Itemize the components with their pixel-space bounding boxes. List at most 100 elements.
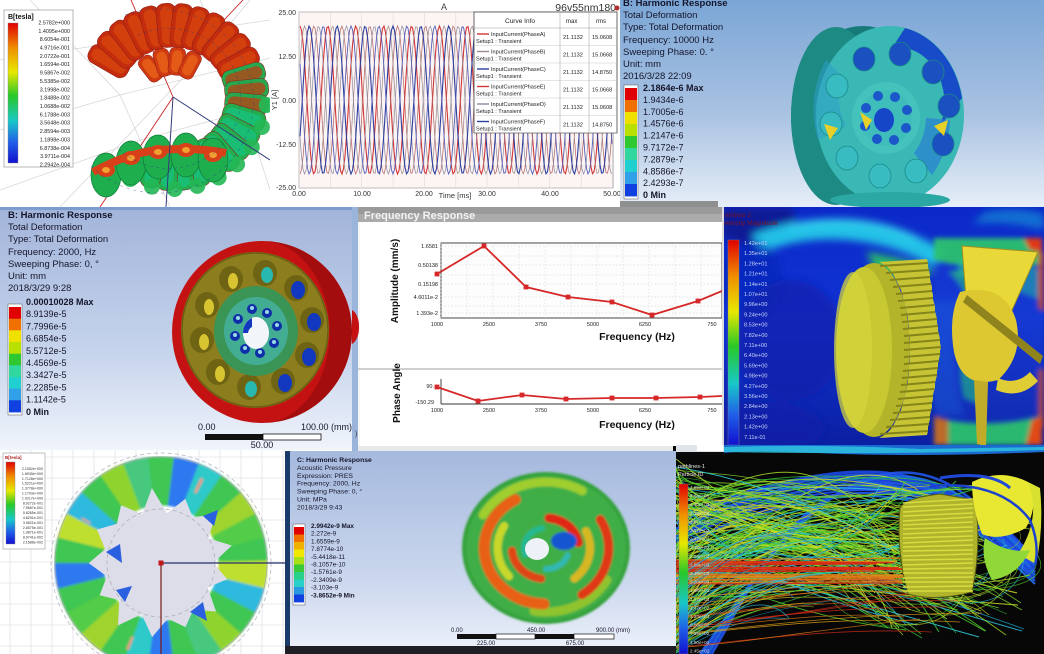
svg-text:7.11e+00: 7.11e+00 xyxy=(744,343,767,349)
svg-text:Curve Info: Curve Info xyxy=(505,18,535,25)
svg-text:2.8594e-003: 2.8594e-003 xyxy=(40,129,70,135)
svg-text:14.8750: 14.8750 xyxy=(592,70,612,76)
svg-text:Total Deformation: Total Deformation xyxy=(8,222,82,233)
svg-text:2.94e+03: 2.94e+03 xyxy=(690,554,710,559)
svg-text:5.8265e-001: 5.8265e-001 xyxy=(23,511,43,515)
svg-text:15.0608: 15.0608 xyxy=(592,105,612,111)
svg-text:1.42e+00: 1.42e+00 xyxy=(744,425,768,431)
svg-text:Unit: mm: Unit: mm xyxy=(8,271,46,282)
svg-text:1.21e+01: 1.21e+01 xyxy=(744,272,768,278)
svg-text:6250: 6250 xyxy=(639,408,651,414)
svg-text:2.1864e-6 Max: 2.1864e-6 Max xyxy=(643,83,704,93)
svg-text:4.64e+03: 4.64e+03 xyxy=(690,494,710,499)
svg-text:Frequency: 2000, Hz: Frequency: 2000, Hz xyxy=(8,247,96,258)
svg-text:1.1793e+000: 1.1793e+000 xyxy=(22,492,43,496)
svg-text:2.2285e-5: 2.2285e-5 xyxy=(26,382,67,392)
svg-text:Setup1 : Transient: Setup1 : Transient xyxy=(476,39,522,45)
svg-text:2016/3/28 22:09: 2016/3/28 22:09 xyxy=(623,71,692,82)
svg-text:-8.1057e-10: -8.1057e-10 xyxy=(311,562,346,569)
svg-text:Setup1 : Transient: Setup1 : Transient xyxy=(476,109,522,115)
svg-text:rms: rms xyxy=(596,19,606,25)
svg-text:C: Harmonic Response: C: Harmonic Response xyxy=(297,457,372,464)
svg-text:96v55nm180: 96v55nm180 xyxy=(555,2,616,14)
svg-text:Frequency: 10000 Hz: Frequency: 10000 Hz xyxy=(623,35,714,46)
svg-text:2500: 2500 xyxy=(483,322,495,328)
svg-text:15.0668: 15.0668 xyxy=(592,53,612,59)
svg-text:1.9434e-6: 1.9434e-6 xyxy=(643,95,684,105)
svg-text:3.42e+03: 3.42e+03 xyxy=(690,537,710,542)
svg-text:5000: 5000 xyxy=(587,322,599,328)
svg-text:1.7005e-6: 1.7005e-6 xyxy=(643,107,684,117)
svg-text:50.00: 50.00 xyxy=(603,191,621,198)
svg-text:6.1788e-003: 6.1788e-003 xyxy=(40,112,70,118)
svg-text:4.8586e-7: 4.8586e-7 xyxy=(643,166,684,176)
svg-text:2.20e+03: 2.20e+03 xyxy=(690,580,710,585)
svg-text:2.1586e-002: 2.1586e-002 xyxy=(23,541,43,545)
svg-text:15.0608: 15.0608 xyxy=(592,35,612,41)
svg-text:InputCurrent(PhaseF): InputCurrent(PhaseF) xyxy=(491,120,545,126)
svg-text:100.00 (mm): 100.00 (mm) xyxy=(301,422,352,432)
svg-text:B[tesla]: B[tesla] xyxy=(8,14,34,21)
svg-text:1.07e+01: 1.07e+01 xyxy=(744,292,768,298)
svg-text:Unit: mm: Unit: mm xyxy=(623,59,661,70)
svg-text:7.2879e-7: 7.2879e-7 xyxy=(643,154,684,164)
svg-text:Setup1 : Transient: Setup1 : Transient xyxy=(476,92,522,98)
svg-text:1.0217e+000: 1.0217e+000 xyxy=(22,496,43,500)
svg-text:0.15198: 0.15198 xyxy=(418,282,438,288)
svg-text:Type: Total Deformation: Type: Total Deformation xyxy=(8,234,108,245)
svg-text:2500: 2500 xyxy=(483,408,495,414)
svg-text:InputCurrent(PhaseB): InputCurrent(PhaseB) xyxy=(491,50,546,56)
svg-text:Type: Total Deformation: Type: Total Deformation xyxy=(623,22,723,33)
svg-text:Frequency: 2000, Hz: Frequency: 2000, Hz xyxy=(297,481,361,488)
svg-text:6.6854e-5: 6.6854e-5 xyxy=(26,334,67,344)
svg-text:225.00: 225.00 xyxy=(477,641,496,647)
svg-text:900.00 (mm): 900.00 (mm) xyxy=(596,628,630,634)
svg-text:8.9741e-002: 8.9741e-002 xyxy=(23,536,43,540)
svg-text:Frequency (Hz): Frequency (Hz) xyxy=(599,419,675,431)
svg-text:15.0668: 15.0668 xyxy=(592,88,612,94)
svg-text:1.6559e-9: 1.6559e-9 xyxy=(311,538,340,545)
svg-text:3.3427e-5: 3.3427e-5 xyxy=(26,370,67,380)
svg-text:B: Harmonic Response: B: Harmonic Response xyxy=(8,210,113,221)
svg-text:Acoustic Pressure: Acoustic Pressure xyxy=(297,465,352,472)
svg-text:Frequency Response: Frequency Response xyxy=(364,210,475,222)
svg-text:90.: 90. xyxy=(426,384,434,390)
svg-text:10.00: 10.00 xyxy=(353,191,371,198)
svg-text:21.1132: 21.1132 xyxy=(563,70,583,76)
svg-text:2.5782e+000: 2.5782e+000 xyxy=(38,21,70,27)
svg-text:7.82e+00: 7.82e+00 xyxy=(744,333,768,339)
svg-text:1.393e-2: 1.393e-2 xyxy=(416,311,438,317)
svg-text:rainbow 2: rainbow 2 xyxy=(723,212,752,219)
svg-text:3.9821e-001: 3.9821e-001 xyxy=(23,521,43,525)
svg-text:2.45e+02: 2.45e+02 xyxy=(690,648,710,653)
svg-text:1.72e+03: 1.72e+03 xyxy=(690,597,710,602)
svg-text:7.5687e-001: 7.5687e-001 xyxy=(23,506,43,510)
svg-text:7.35e+02: 7.35e+02 xyxy=(690,631,710,636)
svg-text:750: 750 xyxy=(707,408,716,414)
svg-text:9.96e+00: 9.96e+00 xyxy=(744,302,768,308)
svg-text:3750: 3750 xyxy=(535,322,547,328)
svg-text:4.9716e-001: 4.9716e-001 xyxy=(40,46,70,52)
svg-text:5.69e+00: 5.69e+00 xyxy=(744,363,768,369)
svg-text:4.90e+02: 4.90e+02 xyxy=(690,640,710,645)
svg-text:1.14e+01: 1.14e+01 xyxy=(744,282,768,288)
svg-text:2.9942e-9 Max: 2.9942e-9 Max xyxy=(311,523,354,530)
svg-text:0 Min: 0 Min xyxy=(643,190,666,200)
svg-text:0.00: 0.00 xyxy=(198,422,216,432)
svg-text:1.96e+03: 1.96e+03 xyxy=(690,588,710,593)
svg-text:9.5867e-002: 9.5867e-002 xyxy=(40,71,70,77)
svg-text:4.98e+00: 4.98e+00 xyxy=(744,374,768,380)
svg-text:25.00: 25.00 xyxy=(278,10,296,17)
svg-text:Total Deformation: Total Deformation xyxy=(623,10,697,21)
svg-text:5.5385e-002: 5.5385e-002 xyxy=(40,79,70,85)
svg-text:-150.29: -150.29 xyxy=(415,400,434,406)
svg-text:max: max xyxy=(566,19,577,25)
svg-text:Sweeping Phase: 0, °: Sweeping Phase: 0, ° xyxy=(297,488,362,496)
svg-text:B: Harmonic Response: B: Harmonic Response xyxy=(623,0,728,9)
svg-text:Sweeping Phase: 0. °: Sweeping Phase: 0. ° xyxy=(623,47,714,58)
svg-text:1.23e+03: 1.23e+03 xyxy=(690,614,710,619)
svg-text:21.1132: 21.1132 xyxy=(563,88,583,94)
svg-text:4.40e+03: 4.40e+03 xyxy=(690,502,710,507)
svg-text:-2.3409e-9: -2.3409e-9 xyxy=(311,577,342,584)
svg-text:0.00010028 Max: 0.00010028 Max xyxy=(26,297,94,307)
